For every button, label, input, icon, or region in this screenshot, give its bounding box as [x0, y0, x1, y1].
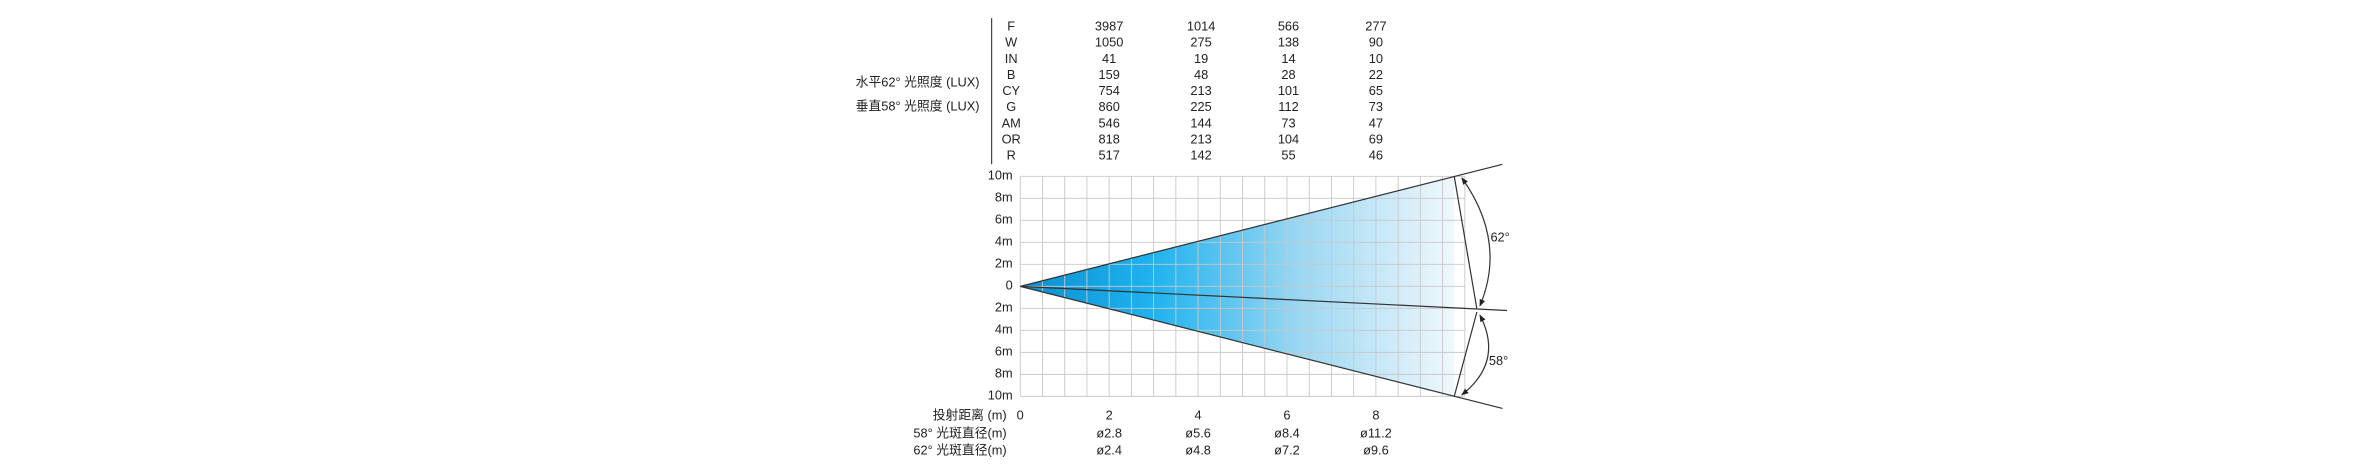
table-value: 55: [1281, 148, 1295, 163]
table-value: 517: [1098, 148, 1119, 163]
table-value: 213: [1190, 131, 1211, 146]
table-value: 101: [1278, 83, 1299, 98]
table-value: 46: [1369, 148, 1383, 163]
spot-value: ø11.2: [1360, 425, 1392, 440]
spot-value: ø9.6: [1363, 443, 1389, 458]
row-label: IN: [1005, 51, 1018, 66]
table-value: 754: [1098, 83, 1119, 98]
spot-value: ø4.8: [1185, 443, 1211, 458]
table-value: 65: [1369, 83, 1383, 98]
row-label: B: [1007, 67, 1016, 82]
table-value: 144: [1190, 115, 1211, 130]
row-label: AM: [1002, 115, 1021, 130]
y-axis-label: 4m: [995, 322, 1013, 337]
y-axis-label: 8m: [995, 366, 1013, 381]
table-value: 142: [1190, 148, 1211, 163]
table-value: 275: [1190, 35, 1211, 50]
spot-value: ø7.2: [1274, 443, 1300, 458]
grid: [1019, 175, 1466, 397]
beam-lines: [1020, 163, 1508, 410]
table-value: 138: [1278, 35, 1299, 50]
y-axis-label: 8m: [995, 190, 1013, 205]
y-axis-label: 10m: [988, 388, 1013, 403]
y-axis-label: 6m: [995, 212, 1013, 227]
row-label: R: [1007, 148, 1016, 163]
table-value: 22: [1369, 67, 1383, 82]
table-value: 73: [1369, 99, 1383, 114]
spot-value: ø8.4: [1274, 425, 1300, 440]
table-value: 14: [1281, 51, 1295, 66]
table-value: 41: [1102, 51, 1116, 66]
table-value: 104: [1278, 131, 1299, 146]
table-value: 566: [1278, 19, 1299, 34]
spot-label: 58° 光斑直径(m): [913, 425, 1006, 440]
y-axis-label: 4m: [995, 234, 1013, 249]
angle-label: 58°: [1489, 353, 1508, 368]
spot-value: ø2.4: [1096, 443, 1122, 458]
x-axis-value: 0: [1017, 407, 1024, 422]
side-label: 垂直58° 光照度 (LUX): [856, 98, 980, 113]
table-value: 73: [1281, 115, 1295, 130]
table-value: 159: [1098, 67, 1119, 82]
x-axis-value: 8: [1372, 407, 1379, 422]
spot-value: ø5.6: [1185, 425, 1211, 440]
y-axis-label: 2m: [995, 300, 1013, 315]
y-axis-label: 2m: [995, 256, 1013, 271]
x-axis-title: 投射距离 (m): [933, 407, 1007, 422]
side-label: 水平62° 光照度 (LUX): [856, 74, 980, 89]
table-value: 112: [1278, 99, 1298, 114]
table-value: 47: [1369, 115, 1383, 130]
table-value: 48: [1194, 67, 1208, 82]
y-axis-label: 0: [1006, 278, 1013, 293]
row-label: CY: [1002, 83, 1020, 98]
y-axis-label: 10m: [988, 168, 1013, 183]
x-axis-value: 2: [1106, 407, 1113, 422]
table-value: 1050: [1095, 35, 1123, 50]
table-value: 213: [1190, 83, 1211, 98]
table-value: 818: [1098, 131, 1119, 146]
y-axis-label: 6m: [995, 344, 1013, 359]
row-label: W: [1005, 35, 1018, 50]
spot-value: ø2.8: [1096, 425, 1122, 440]
table-value: 10: [1369, 51, 1383, 66]
x-axis-value: 6: [1283, 407, 1290, 422]
angle-label: 62°: [1490, 230, 1509, 245]
table-value: 860: [1098, 99, 1119, 114]
x-axis-value: 4: [1195, 407, 1202, 422]
spot-label: 62° 光斑直径(m): [913, 443, 1006, 458]
table-value: 69: [1369, 131, 1383, 146]
table-value: 19: [1194, 51, 1208, 66]
table-value: 1014: [1187, 19, 1215, 34]
table-value: 28: [1281, 67, 1295, 82]
row-label: G: [1006, 99, 1016, 114]
table-value: 546: [1098, 115, 1119, 130]
table-value: 3987: [1095, 19, 1123, 34]
table-value: 90: [1369, 35, 1383, 50]
table-value: 277: [1365, 19, 1386, 34]
row-label: OR: [1002, 131, 1021, 146]
table-value: 225: [1190, 99, 1211, 114]
row-label: F: [1007, 19, 1015, 34]
